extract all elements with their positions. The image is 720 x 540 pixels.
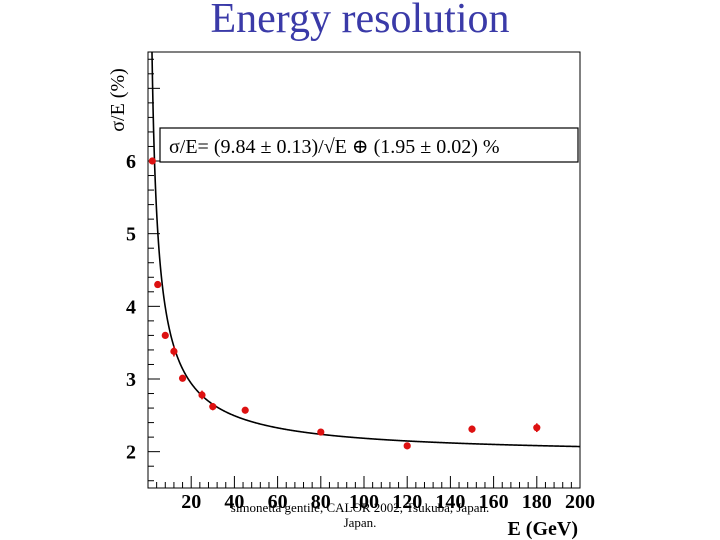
y-tick-label: 6 [126,151,136,173]
data-point [148,157,156,165]
data-point [317,428,325,436]
footer-credit: simonetta gentile, CALOR 2002, Tsukuba, … [231,500,489,515]
x-tick-label: 100 [349,491,379,513]
data-points [148,157,541,450]
x-axis-label: E (GeV) [507,518,578,540]
plot-area: 2 3 4 5 6 20 40 60 80 100 120 140 160 180 200 [126,51,595,513]
y-tick-label: 3 [126,369,136,391]
data-point [161,331,169,339]
x-tick-label: 140 [435,491,465,513]
y-axis-ticks: 2 3 4 5 6 [126,58,160,482]
y-tick-label: 5 [126,224,136,246]
x-tick-label: 180 [522,491,552,513]
fit-formula: σ/E= (9.84 ± 0.13)/√E ⊕ (1.95 ± 0.02) % [169,136,500,158]
fit-legend-box [159,127,579,163]
data-point [170,347,178,355]
fit-curve [151,52,580,448]
x-axis-ticks: 20 40 60 80 100 120 140 160 180 200 [156,476,595,513]
fit-legend: σ/E= (9.84 ± 0.13)/√E ⊕ (1.95 ± 0.02) % [159,127,579,163]
data-point [209,403,217,411]
plot-frame [147,51,581,489]
x-tick-label: 120 [392,491,422,513]
x-tick-label: 40 [224,491,244,513]
footer-credit-line2: Japan. [344,515,377,530]
data-point [241,406,249,414]
data-point [178,374,187,382]
data-point [198,391,206,399]
chart-title: Energy resolution [210,0,509,42]
y-tick-label: 4 [126,296,136,318]
x-tick-label: 60 [268,491,288,513]
data-point [403,442,411,450]
data-point [468,425,476,433]
x-tick-label: 200 [565,491,595,513]
x-tick-label: 80 [311,491,331,513]
x-tick-label: 20 [181,491,201,513]
y-axis-label: σ/E (%) [107,68,129,132]
x-tick-label: 160 [479,491,509,513]
y-tick-label: 2 [126,442,136,464]
data-point [533,424,541,432]
data-point [154,280,162,289]
